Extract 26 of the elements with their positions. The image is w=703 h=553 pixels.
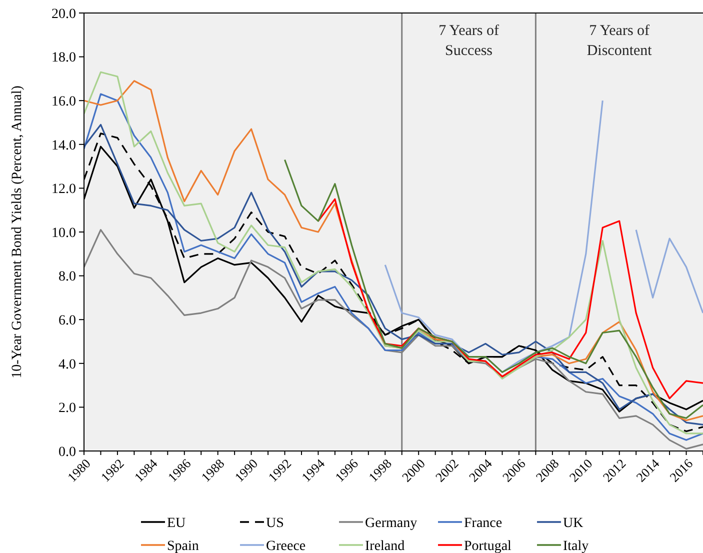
legend-label: Spain xyxy=(167,538,199,553)
legend-label: France xyxy=(464,516,502,531)
y-tick-label: 20.0 xyxy=(52,6,76,22)
y-tick-label: 6.0 xyxy=(58,314,76,328)
annotation: 7 Years of Success xyxy=(438,23,499,59)
y-tick-label: 8.0 xyxy=(58,270,76,285)
legend-label: UK xyxy=(563,516,584,531)
legend-label: Germany xyxy=(365,516,418,531)
y-axis-title: 10-Year Government Bond Yields (Percent, Annual) xyxy=(10,85,25,378)
legend-label: Italy xyxy=(563,538,589,553)
y-tick-label: 10.0 xyxy=(52,226,76,241)
line-series xyxy=(284,158,703,419)
annotation: 7 Years of Discontent xyxy=(586,23,653,59)
y-tick-label: 16.0 xyxy=(52,94,76,110)
y-tick-label: 4.0 xyxy=(58,357,76,372)
y-tick-label: 0.0 xyxy=(58,444,76,460)
y-tick-label: 18.0 xyxy=(52,50,76,66)
y-tick-label: 2.0 xyxy=(58,401,76,416)
legend-label: US xyxy=(266,516,284,531)
legend-label: Portugal xyxy=(464,538,512,553)
legend-label: Ireland xyxy=(365,538,405,553)
y-tick-label: 12.0 xyxy=(52,182,76,198)
line-series xyxy=(317,198,703,400)
legend-label: EU xyxy=(167,516,186,531)
y-tick-label: 14.0 xyxy=(52,138,76,154)
legend-label: Greece xyxy=(266,538,306,553)
